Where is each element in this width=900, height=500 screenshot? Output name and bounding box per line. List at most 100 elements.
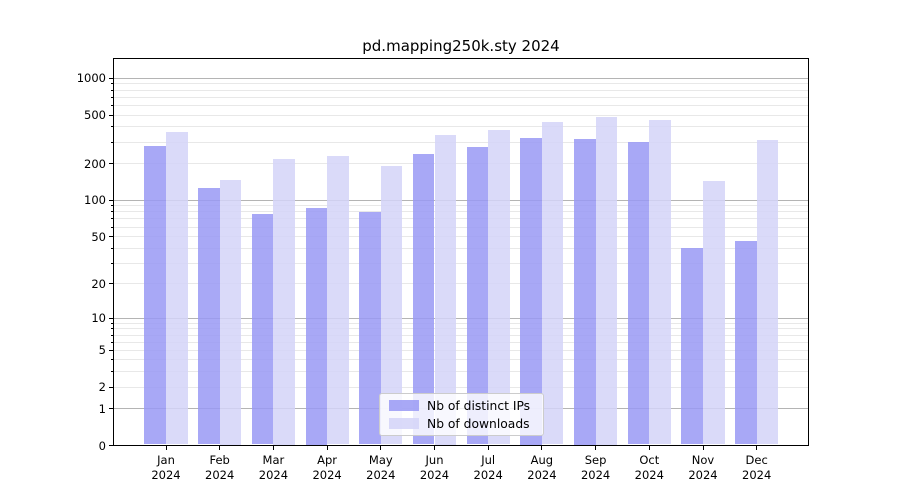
y-minor-tick (110, 126, 113, 128)
bar-downloads-may (380, 165, 403, 445)
bar-downloads-oct (649, 119, 671, 445)
bar-downloads-sep (595, 116, 618, 445)
legend-swatch-distinct-ips (389, 400, 419, 411)
minor-gridline (114, 114, 808, 116)
x-tick (487, 446, 489, 450)
y-minor-tick (110, 205, 113, 207)
bar-downloads-aug (541, 121, 564, 445)
legend-item-distinct-ips: Nb of distinct IPs (389, 399, 534, 413)
y-tick (108, 445, 113, 446)
major-gridline (114, 199, 808, 201)
chart-title: pd.mapping250k.sty 2024 (362, 37, 560, 55)
x-tick (595, 446, 597, 450)
minor-gridline (114, 89, 808, 91)
y-minor-tick (110, 359, 113, 361)
y-tick-label: 0 (98, 438, 106, 453)
bar-downloads-jun (434, 135, 457, 445)
y-minor-tick (110, 96, 113, 98)
bar-distinct-ips-feb (198, 188, 220, 445)
bar-distinct-ips-may (359, 211, 381, 445)
minor-gridline (114, 104, 808, 106)
major-gridline (114, 77, 808, 79)
y-tick (108, 77, 113, 79)
x-tick-label-dec: Dec 2024 (742, 452, 772, 482)
y-tick-label: 10 (91, 311, 106, 325)
minor-gridline (114, 226, 808, 228)
y-minor-tick (110, 114, 113, 116)
minor-gridline (114, 371, 808, 373)
minor-gridline (114, 328, 808, 330)
bar-downloads-mar (273, 158, 295, 445)
y-tick-label: 50 (91, 229, 106, 244)
bar-distinct-ips-jul (466, 147, 489, 445)
y-tick-label: 1000 (76, 71, 106, 86)
y-tick-label: 5 (98, 343, 106, 358)
x-tick (165, 446, 167, 450)
y-minor-tick (110, 334, 113, 336)
minor-gridline (114, 247, 808, 249)
y-minor-tick (110, 341, 113, 343)
minor-gridline (114, 126, 808, 128)
legend-label-distinct-ips: Nb of distinct IPs (427, 398, 531, 413)
minor-gridline (114, 163, 808, 165)
minor-gridline (114, 386, 808, 388)
bar-distinct-ips-jan (144, 145, 166, 445)
bar-distinct-ips-mar (251, 213, 274, 445)
x-tick (272, 446, 274, 450)
y-minor-tick (110, 226, 113, 228)
x-tick-label-feb: Feb 2024 (205, 452, 235, 482)
x-tick-label-mar: Mar 2024 (258, 452, 289, 482)
x-tick-label-jul: Jul 2024 (473, 452, 503, 482)
y-minor-tick (110, 83, 113, 85)
minor-gridline (114, 334, 808, 336)
minor-gridline (114, 283, 808, 285)
minor-gridline (114, 359, 808, 361)
bar-distinct-ips-apr (305, 207, 328, 445)
y-minor-tick (110, 371, 113, 373)
minor-gridline (114, 262, 808, 264)
y-tick-label: 2 (98, 380, 106, 395)
y-minor-tick (110, 163, 113, 165)
y-minor-tick (110, 328, 113, 330)
legend-swatch-downloads (389, 418, 419, 429)
minor-gridline (114, 349, 808, 351)
y-minor-tick (110, 283, 113, 285)
bar-downloads-jul (488, 129, 510, 445)
minor-gridline (114, 341, 808, 343)
bar-distinct-ips-sep (574, 139, 596, 445)
x-tick (219, 446, 221, 450)
minor-gridline (114, 322, 808, 324)
x-tick (648, 446, 650, 450)
bar-distinct-ips-oct (627, 142, 650, 445)
y-minor-tick (110, 386, 113, 388)
bar-distinct-ips-jun (412, 154, 435, 445)
legend-label-downloads: Nb of downloads (427, 416, 530, 431)
bar-downloads-nov (703, 180, 725, 445)
x-tick-label-oct: Oct 2024 (634, 452, 664, 482)
bar-downloads-feb (219, 179, 242, 445)
major-gridline (114, 317, 808, 319)
y-minor-tick (110, 322, 113, 324)
x-tick-label-apr: Apr 2024 (312, 452, 342, 482)
minor-gridline (114, 96, 808, 98)
y-tick-label: 20 (91, 276, 106, 291)
minor-gridline (114, 83, 808, 85)
y-tick-label: 100 (84, 193, 106, 208)
y-tick-label: 200 (84, 156, 106, 171)
y-minor-tick (110, 141, 113, 143)
y-tick-label: 1 (98, 401, 106, 416)
y-tick (108, 199, 113, 201)
y-minor-tick (110, 211, 113, 213)
bar-distinct-ips-aug (520, 138, 542, 445)
y-tick (108, 317, 113, 319)
y-tick-label: 500 (84, 108, 106, 122)
y-minor-tick (110, 218, 113, 220)
x-tick-label-nov: Nov 2024 (688, 452, 718, 482)
y-minor-tick (110, 89, 113, 91)
x-tick (380, 446, 382, 450)
y-minor-tick (110, 236, 113, 237)
x-tick (756, 446, 758, 450)
y-tick (108, 408, 113, 410)
bar-downloads-apr (327, 156, 349, 445)
